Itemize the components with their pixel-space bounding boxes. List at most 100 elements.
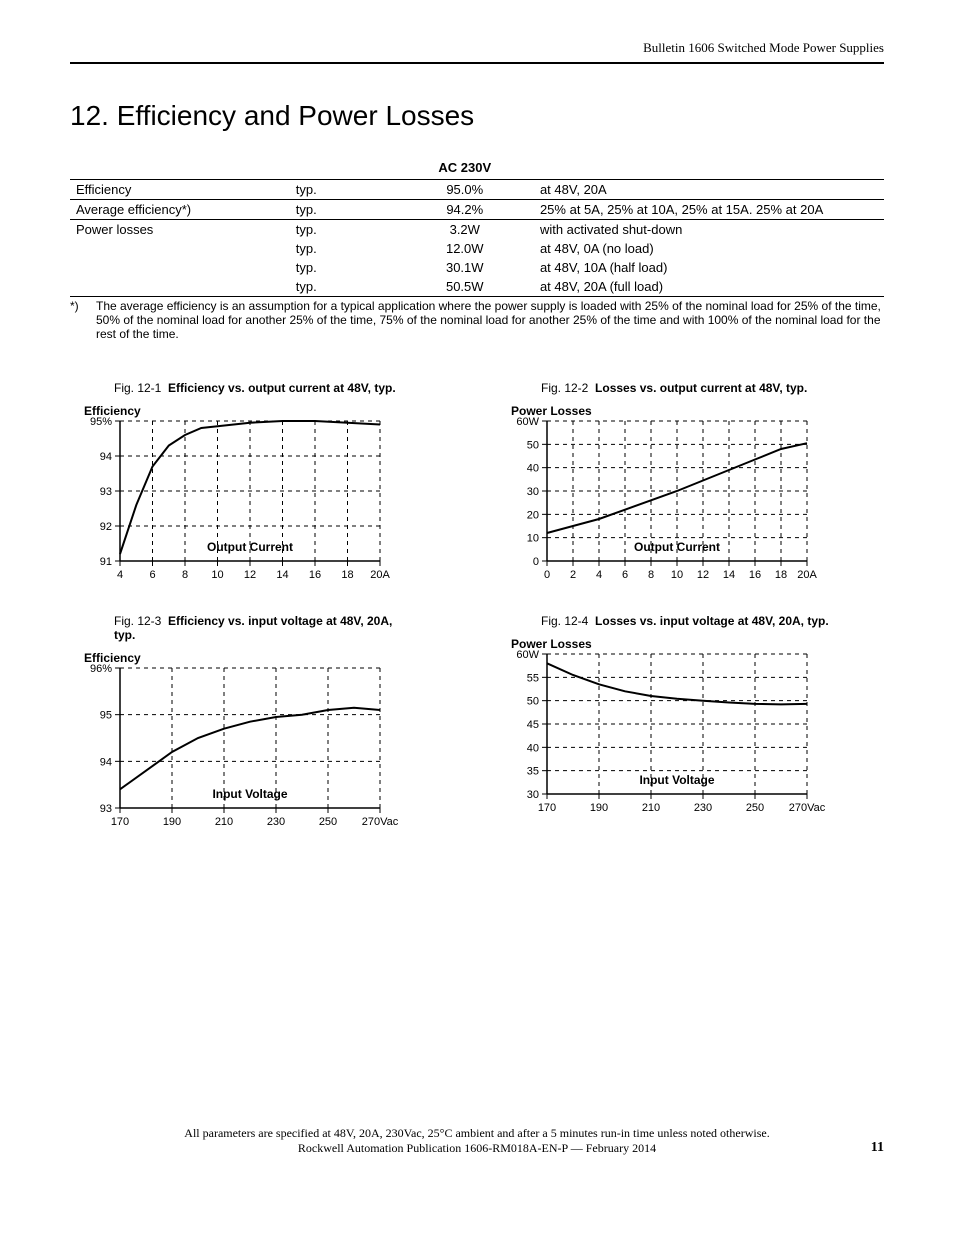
header-rule	[70, 62, 884, 64]
svg-text:14: 14	[276, 569, 288, 581]
svg-text:50: 50	[527, 439, 539, 451]
svg-text:35: 35	[527, 766, 539, 778]
svg-text:Efficiency: Efficiency	[84, 651, 141, 665]
charts-grid: Fig. 12-1 Efficiency vs. output current …	[70, 381, 884, 833]
footnote: *) The average efficiency is an assumpti…	[70, 299, 884, 341]
svg-text:6: 6	[622, 569, 628, 581]
svg-text:4: 4	[596, 569, 602, 581]
svg-text:0: 0	[544, 569, 550, 581]
svg-text:10: 10	[527, 533, 539, 545]
svg-text:270Vac: 270Vac	[362, 816, 399, 828]
svg-text:Input Voltage: Input Voltage	[212, 787, 287, 801]
chart-caption: Fig. 12-3 Efficiency vs. input voltage a…	[114, 614, 414, 642]
table-row: Power lossestyp.3.2Wwith activated shut-…	[70, 220, 884, 240]
svg-text:Input Voltage: Input Voltage	[639, 773, 714, 787]
svg-text:Output Current: Output Current	[634, 540, 720, 554]
svg-text:Power Losses: Power Losses	[511, 404, 592, 418]
table-cell-qual: typ.	[290, 239, 396, 258]
svg-text:250: 250	[746, 802, 764, 814]
table-cell-value: 12.0W	[396, 239, 534, 258]
svg-text:92: 92	[100, 521, 112, 533]
svg-text:18: 18	[341, 569, 353, 581]
svg-text:40: 40	[527, 742, 539, 754]
table-cell-qual: typ.	[290, 200, 396, 220]
table-cell-value: 30.1W	[396, 258, 534, 277]
svg-text:10: 10	[671, 569, 683, 581]
svg-text:6: 6	[149, 569, 155, 581]
svg-text:91: 91	[100, 556, 112, 568]
svg-text:170: 170	[111, 816, 129, 828]
table-cell-value: 95.0%	[396, 180, 534, 200]
table-row: Average efficiency*)typ.94.2%25% at 5A, …	[70, 200, 884, 220]
table-cell-note: 25% at 5A, 25% at 10A, 25% at 15A. 25% a…	[534, 200, 884, 220]
table-cell-label: Power losses	[70, 220, 290, 240]
footer-line-2: Rockwell Automation Publication 1606-RM0…	[70, 1141, 884, 1156]
chart-block: Fig. 12-1 Efficiency vs. output current …	[70, 381, 457, 586]
footnote-text: The average efficiency is an assumption …	[96, 299, 884, 341]
chart-svg: 468101214161820A9192939495%EfficiencyOut…	[70, 401, 400, 581]
footer-line-1: All parameters are specified at 48V, 20A…	[70, 1126, 884, 1141]
table-cell-qual: typ.	[290, 220, 396, 240]
svg-text:270Vac: 270Vac	[789, 802, 826, 814]
svg-text:20A: 20A	[797, 569, 817, 581]
table-cell-label: Efficiency	[70, 180, 290, 200]
svg-text:95: 95	[100, 710, 112, 722]
table-cell-label	[70, 277, 290, 297]
svg-text:12: 12	[697, 569, 709, 581]
section-heading: Efficiency and Power Losses	[117, 100, 474, 131]
svg-text:190: 190	[163, 816, 181, 828]
svg-text:250: 250	[319, 816, 337, 828]
chart-caption: Fig. 12-1 Efficiency vs. output current …	[114, 381, 414, 395]
svg-text:94: 94	[100, 451, 112, 463]
svg-text:190: 190	[590, 802, 608, 814]
svg-text:55: 55	[527, 672, 539, 684]
svg-text:Efficiency: Efficiency	[84, 404, 141, 418]
table-row: typ.12.0Wat 48V, 0A (no load)	[70, 239, 884, 258]
table-row: typ.50.5Wat 48V, 20A (full load)	[70, 277, 884, 297]
table-header-value: AC 230V	[396, 156, 534, 180]
svg-text:20: 20	[527, 509, 539, 521]
svg-text:Power Losses: Power Losses	[511, 637, 592, 651]
table-cell-value: 94.2%	[396, 200, 534, 220]
chart-block: Fig. 12-3 Efficiency vs. input voltage a…	[70, 614, 457, 833]
svg-text:93: 93	[100, 803, 112, 815]
table-cell-label	[70, 239, 290, 258]
chart-svg: 02468101214161820A0102030405060WPower Lo…	[497, 401, 827, 581]
svg-text:Output Current: Output Current	[207, 540, 293, 554]
chart-svg: 170190210230250270Vac30354045505560WPowe…	[497, 634, 827, 814]
svg-text:170: 170	[538, 802, 556, 814]
svg-text:8: 8	[648, 569, 654, 581]
footnote-marker: *)	[70, 299, 86, 341]
svg-text:16: 16	[309, 569, 321, 581]
table-cell-note: at 48V, 20A (full load)	[534, 277, 884, 297]
table-row: Efficiencytyp.95.0%at 48V, 20A	[70, 180, 884, 200]
table-cell-value: 50.5W	[396, 277, 534, 297]
svg-text:8: 8	[182, 569, 188, 581]
table-header-blank	[70, 156, 290, 180]
spec-table: AC 230V Efficiencytyp.95.0%at 48V, 20AAv…	[70, 156, 884, 297]
chart-block: Fig. 12-4 Losses vs. input voltage at 48…	[497, 614, 884, 833]
svg-text:12: 12	[244, 569, 256, 581]
chart-caption: Fig. 12-4 Losses vs. input voltage at 48…	[541, 614, 841, 628]
page-number: 11	[871, 1140, 884, 1156]
table-cell-value: 3.2W	[396, 220, 534, 240]
svg-text:2: 2	[570, 569, 576, 581]
svg-text:50: 50	[527, 696, 539, 708]
section-title: 12. Efficiency and Power Losses	[70, 100, 884, 132]
chart-svg: 170190210230250270Vac93949596%Efficiency…	[70, 648, 400, 828]
table-cell-qual: typ.	[290, 258, 396, 277]
table-cell-label	[70, 258, 290, 277]
svg-text:93: 93	[100, 486, 112, 498]
svg-text:30: 30	[527, 486, 539, 498]
page-footer: All parameters are specified at 48V, 20A…	[70, 1126, 884, 1156]
table-cell-note: at 48V, 20A	[534, 180, 884, 200]
table-cell-qual: typ.	[290, 277, 396, 297]
table-header-blank	[534, 156, 884, 180]
svg-text:230: 230	[694, 802, 712, 814]
chart-block: Fig. 12-2 Losses vs. output current at 4…	[497, 381, 884, 586]
svg-text:20A: 20A	[370, 569, 390, 581]
table-cell-note: at 48V, 0A (no load)	[534, 239, 884, 258]
table-cell-note: at 48V, 10A (half load)	[534, 258, 884, 277]
chart-caption: Fig. 12-2 Losses vs. output current at 4…	[541, 381, 841, 395]
svg-text:210: 210	[642, 802, 660, 814]
